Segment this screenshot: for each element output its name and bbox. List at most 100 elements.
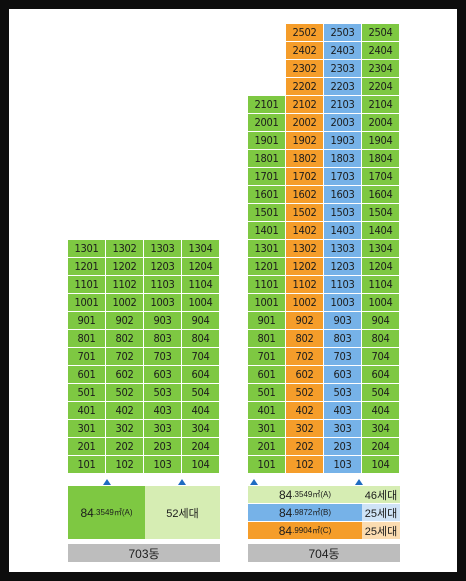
unit-cell: 401 [68, 402, 106, 419]
unit-cell: 1103 [324, 276, 362, 293]
building-name: 704동 [308, 546, 340, 561]
unit-cell: 1102 [286, 276, 324, 293]
unit-cell: 101 [68, 456, 106, 473]
unit-cell: 404 [182, 402, 220, 419]
unit-cell: 1203 [324, 258, 362, 275]
unit-cell: 401 [248, 402, 286, 419]
unit-cell: 1602 [286, 186, 324, 203]
unit-cell: 2502 [286, 24, 324, 41]
household-count-703: 52세대 [145, 486, 220, 539]
unit-cell: 102 [106, 456, 144, 473]
unit-cell: 702 [286, 348, 324, 365]
area-value: 84 [278, 505, 293, 520]
unit-cell: 1102 [106, 276, 144, 293]
unit-cell: 2203 [324, 78, 362, 95]
unit-cell: 1403 [324, 222, 362, 239]
unit-cell: 1203 [144, 258, 182, 275]
unit-cell: 2503 [324, 24, 362, 41]
unit-cell: 1001 [248, 294, 286, 311]
area-detail: .3549㎡(A) [292, 490, 332, 499]
unit-cell: 2404 [362, 42, 400, 59]
unit-cell: 2204 [362, 78, 400, 95]
unit-cell: 1703 [324, 168, 362, 185]
unit-cell: 703 [144, 348, 182, 365]
unit-cell: 901 [68, 312, 106, 329]
unit-cell: 101 [248, 456, 286, 473]
unit-cell: 1101 [248, 276, 286, 293]
unit-cell: 804 [362, 330, 400, 347]
unit-cell: 202 [106, 438, 144, 455]
unit-cell: 2001 [248, 114, 286, 131]
unit-cell: 602 [286, 366, 324, 383]
unit-cell: 1003 [324, 294, 362, 311]
unit-cell: 1301 [248, 240, 286, 257]
unit-cell: 2103 [324, 96, 362, 113]
unit-cell: 201 [68, 438, 106, 455]
unit-cell: 404 [362, 402, 400, 419]
unit-cell: 304 [362, 420, 400, 437]
unit-cell: 1801 [248, 150, 286, 167]
unit-cell: 904 [362, 312, 400, 329]
unit-cell: 903 [324, 312, 362, 329]
area-detail: .3549㎡(A) [93, 508, 133, 517]
unit-cell: 1903 [324, 132, 362, 149]
unit-cell: 2003 [324, 114, 362, 131]
unit-cell: 701 [68, 348, 106, 365]
unit-cell: 1601 [248, 186, 286, 203]
entrance-marker-703-b [178, 479, 186, 485]
unit-cell: 303 [144, 420, 182, 437]
unit-cell: 202 [286, 438, 324, 455]
building-name: 703동 [128, 546, 160, 561]
unit-cell: 803 [324, 330, 362, 347]
area-detail: .9872㎡(B) [292, 508, 332, 517]
unit-cell: 502 [106, 384, 144, 401]
unit-cell: 1001 [68, 294, 106, 311]
household-count-text: 46세대 [364, 489, 398, 502]
unit-cell: 1701 [248, 168, 286, 185]
type-b-count-704: 25세대 [362, 504, 400, 521]
unit-cell: 1104 [182, 276, 220, 293]
unit-cell: 104 [362, 456, 400, 473]
entrance-marker-704-a [250, 479, 258, 485]
unit-cell: 802 [106, 330, 144, 347]
unit-cell: 504 [362, 384, 400, 401]
type-c-count-704: 25세대 [362, 522, 400, 539]
unit-cell: 601 [248, 366, 286, 383]
unit-cell: 603 [144, 366, 182, 383]
unit-cell: 1702 [286, 168, 324, 185]
unit-cell: 2304 [362, 60, 400, 77]
unit-cell: 1904 [362, 132, 400, 149]
unit-cell: 302 [106, 420, 144, 437]
unit-cell: 802 [286, 330, 324, 347]
unit-cell: 1103 [144, 276, 182, 293]
unit-cell: 904 [182, 312, 220, 329]
unit-cell: 1604 [362, 186, 400, 203]
unit-cell: 1803 [324, 150, 362, 167]
unit-cell: 1201 [248, 258, 286, 275]
unit-cell: 2202 [286, 78, 324, 95]
unit-cell: 402 [286, 402, 324, 419]
unit-cell: 602 [106, 366, 144, 383]
unit-cell: 103 [324, 456, 362, 473]
unit-cell: 604 [182, 366, 220, 383]
type-c-area-704: 84.9904㎡(C) [248, 522, 362, 539]
unit-cell: 1304 [362, 240, 400, 257]
unit-cell: 1004 [362, 294, 400, 311]
unit-cell: 103 [144, 456, 182, 473]
unit-cell: 402 [106, 402, 144, 419]
unit-cell: 601 [68, 366, 106, 383]
unit-cell: 1802 [286, 150, 324, 167]
unit-cell: 1101 [68, 276, 106, 293]
type-b-area-704: 84.9872㎡(B) [248, 504, 362, 521]
unit-cell: 1302 [286, 240, 324, 257]
type-a-count-704: 46세대 [362, 486, 400, 503]
unit-cell: 902 [286, 312, 324, 329]
unit-cell: 1704 [362, 168, 400, 185]
unit-cell: 901 [248, 312, 286, 329]
household-count-text: 25세대 [364, 525, 398, 538]
unit-cell: 803 [144, 330, 182, 347]
unit-cell: 2303 [324, 60, 362, 77]
unit-cell: 1004 [182, 294, 220, 311]
unit-cell: 503 [144, 384, 182, 401]
unit-cell: 2002 [286, 114, 324, 131]
